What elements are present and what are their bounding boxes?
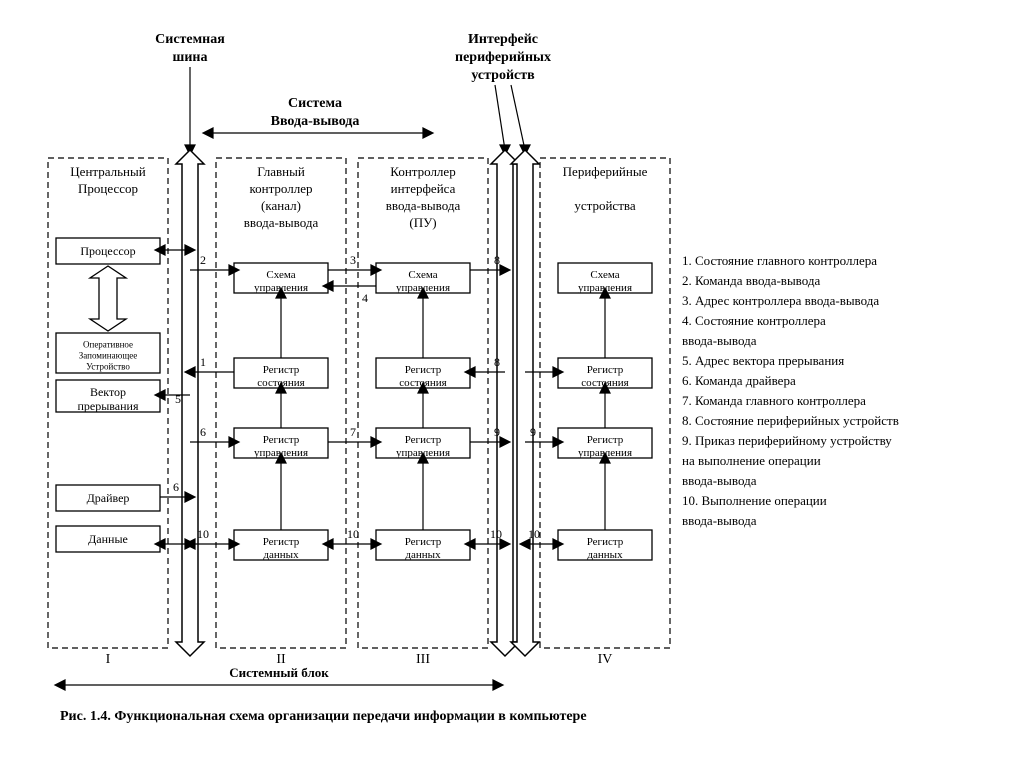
box-label: Регистр	[263, 364, 300, 376]
box-label: данных	[263, 549, 299, 561]
connector-label: 3	[350, 253, 356, 267]
box-label: Процессор	[80, 244, 135, 258]
column-header: ввода-вывода	[386, 198, 461, 213]
box-label: данных	[405, 549, 441, 561]
legend-item: ввода-вывода	[682, 333, 757, 348]
legend-item: ввода-вывода	[682, 473, 757, 488]
box-label: Регистр	[405, 364, 442, 376]
legend-item: 1. Состояние главного контроллера	[682, 253, 877, 268]
connector-label: 5	[175, 392, 181, 406]
box-label: Драйвер	[87, 491, 130, 505]
line	[511, 85, 525, 150]
connector-label: 10	[528, 527, 540, 541]
legend-item: 5. Адрес вектора прерывания	[682, 353, 844, 368]
column-header: Периферийные	[563, 164, 648, 179]
connector-label: 4	[362, 291, 368, 305]
box-label: прерывания	[77, 399, 138, 413]
legend-item: 9. Приказ периферийному устройству	[682, 433, 892, 448]
arrowhead	[493, 680, 503, 690]
box-label: Схема	[590, 269, 619, 281]
connector-label: 8	[494, 355, 500, 369]
column-header: устройства	[574, 198, 635, 213]
box-label: Данные	[88, 532, 128, 546]
connector-label: 10	[490, 527, 502, 541]
column-header: Главный	[257, 164, 305, 179]
arrowhead	[423, 128, 433, 138]
column-header: Контроллер	[390, 164, 455, 179]
arrowhead	[203, 128, 213, 138]
label-system-bus: шина	[173, 50, 208, 65]
connector-label: 1	[200, 355, 206, 369]
legend-item: 2. Команда ввода-вывода	[682, 273, 820, 288]
box-label: Вектор	[90, 385, 126, 399]
box-label: Регистр	[587, 364, 624, 376]
label-system-bus: Системная	[155, 32, 225, 47]
column-header: интерфейса	[391, 181, 456, 196]
arrowhead	[55, 680, 65, 690]
column-roman: III	[416, 652, 430, 667]
box-label: Регистр	[263, 434, 300, 446]
box-label: Регистр	[587, 536, 624, 548]
box-label: Регистр	[587, 434, 624, 446]
connector-label: 6	[173, 480, 179, 494]
column-header: ввода-вывода	[244, 215, 319, 230]
connector-label: 9	[494, 425, 500, 439]
column-header: Центральный	[70, 164, 145, 179]
box-label: Регистр	[405, 434, 442, 446]
column-header: (ПУ)	[409, 215, 436, 230]
legend-item: на выполнение операции	[682, 453, 821, 468]
legend-item: 4. Состояние контроллера	[682, 313, 826, 328]
connector-label: 8	[494, 253, 500, 267]
legend-item: 6. Команда драйвера	[682, 373, 796, 388]
bus-arrow	[491, 150, 519, 656]
label-periph-iface: Интерфейс	[468, 32, 538, 47]
bus-arrow	[511, 150, 539, 656]
system-block-label: Системный блок	[229, 665, 329, 680]
connector-label: 9	[530, 425, 536, 439]
label-periph-iface: периферийных	[455, 50, 551, 65]
legend-item: 7. Команда главного контроллера	[682, 393, 866, 408]
connector-label: 10	[197, 527, 209, 541]
connector-label: 7	[350, 425, 356, 439]
label-io-system: Ввода-вывода	[271, 114, 360, 129]
column-header: (канал)	[261, 198, 301, 213]
box-label: Запоминающее	[79, 351, 138, 361]
column-header: контроллер	[249, 181, 312, 196]
label-periph-iface: устройств	[471, 68, 535, 83]
legend-item: ввода-вывода	[682, 513, 757, 528]
legend-item: 3. Адрес контроллера ввода-вывода	[682, 293, 879, 308]
box-label: Схема	[408, 269, 437, 281]
legend-item: 8. Состояние периферийных устройств	[682, 413, 899, 428]
box-label: данных	[587, 549, 623, 561]
legend-item: 10. Выполнение операции	[682, 493, 827, 508]
figure-caption: Рис. 1.4. Функциональная схема организац…	[60, 709, 587, 724]
column-roman: I	[106, 652, 111, 667]
box-label: Регистр	[405, 536, 442, 548]
column-roman: IV	[598, 652, 613, 667]
diagram-canvas: Системная шина Система Ввода-вывода Интерфей…	[0, 0, 1024, 767]
connector-label: 10	[347, 527, 359, 541]
line	[495, 85, 505, 150]
box-label: Регистр	[263, 536, 300, 548]
block-arrow	[90, 266, 126, 331]
connector-label: 6	[200, 425, 206, 439]
column-header: Процессор	[78, 181, 138, 196]
box-label: Оперативное	[83, 340, 133, 350]
box-label: Устройство	[86, 362, 130, 372]
connector-label: 2	[200, 253, 206, 267]
box-label: Схема	[266, 269, 295, 281]
label-io-system: Система	[288, 96, 342, 111]
